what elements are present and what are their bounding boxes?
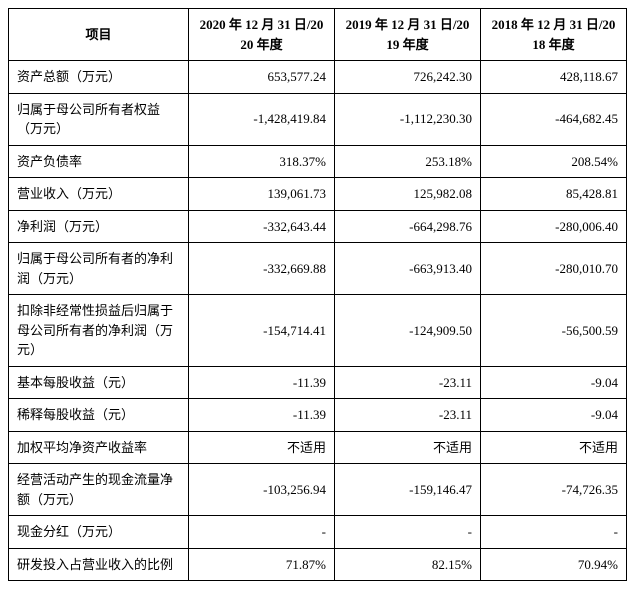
row-value: -280,006.40	[481, 210, 627, 243]
row-value: -1,428,419.84	[189, 93, 335, 145]
row-value: -280,010.70	[481, 243, 627, 295]
row-value: -	[481, 516, 627, 549]
table-row: 基本每股收益（元）-11.39-23.11-9.04	[9, 366, 627, 399]
table-row: 研发投入占营业收入的比例71.87%82.15%70.94%	[9, 548, 627, 581]
table-row: 资产总额（万元）653,577.24726,242.30428,118.67	[9, 61, 627, 94]
row-value: -332,669.88	[189, 243, 335, 295]
table-row: 稀释每股收益（元）-11.39-23.11-9.04	[9, 399, 627, 432]
row-label: 经营活动产生的现金流量净额（万元）	[9, 464, 189, 516]
row-label: 归属于母公司所有者权益（万元）	[9, 93, 189, 145]
row-value: -1,112,230.30	[335, 93, 481, 145]
row-value: -103,256.94	[189, 464, 335, 516]
row-value: -9.04	[481, 366, 627, 399]
row-value: -11.39	[189, 366, 335, 399]
col-header-2018: 2018 年 12 月 31 日/2018 年度	[481, 9, 627, 61]
row-label: 资产负债率	[9, 145, 189, 178]
row-value: -159,146.47	[335, 464, 481, 516]
row-value: 726,242.30	[335, 61, 481, 94]
col-header-2019: 2019 年 12 月 31 日/2019 年度	[335, 9, 481, 61]
row-value: 139,061.73	[189, 178, 335, 211]
row-value: -56,500.59	[481, 295, 627, 367]
row-label: 扣除非经常性损益后归属于母公司所有者的净利润（万元）	[9, 295, 189, 367]
row-value: -	[189, 516, 335, 549]
row-value: -664,298.76	[335, 210, 481, 243]
row-label: 资产总额（万元）	[9, 61, 189, 94]
row-value: 不适用	[481, 431, 627, 464]
row-value: 208.54%	[481, 145, 627, 178]
row-value: -464,682.45	[481, 93, 627, 145]
row-value: -	[335, 516, 481, 549]
row-value: -23.11	[335, 366, 481, 399]
row-value: 318.37%	[189, 145, 335, 178]
table-row: 经营活动产生的现金流量净额（万元）-103,256.94-159,146.47-…	[9, 464, 627, 516]
row-value: 82.15%	[335, 548, 481, 581]
table-row: 加权平均净资产收益率不适用不适用不适用	[9, 431, 627, 464]
row-value: 428,118.67	[481, 61, 627, 94]
row-value: -23.11	[335, 399, 481, 432]
col-header-item: 项目	[9, 9, 189, 61]
table-row: 扣除非经常性损益后归属于母公司所有者的净利润（万元）-154,714.41-12…	[9, 295, 627, 367]
row-value: 不适用	[335, 431, 481, 464]
financial-table: 项目 2020 年 12 月 31 日/2020 年度 2019 年 12 月 …	[8, 8, 627, 581]
row-label: 净利润（万元）	[9, 210, 189, 243]
row-label: 现金分红（万元）	[9, 516, 189, 549]
row-value: -74,726.35	[481, 464, 627, 516]
table-row: 营业收入（万元）139,061.73125,982.0885,428.81	[9, 178, 627, 211]
row-label: 基本每股收益（元）	[9, 366, 189, 399]
row-label: 加权平均净资产收益率	[9, 431, 189, 464]
row-value: 70.94%	[481, 548, 627, 581]
table-header-row: 项目 2020 年 12 月 31 日/2020 年度 2019 年 12 月 …	[9, 9, 627, 61]
row-value: 85,428.81	[481, 178, 627, 211]
table-row: 归属于母公司所有者的净利润（万元）-332,669.88-663,913.40-…	[9, 243, 627, 295]
row-value: 125,982.08	[335, 178, 481, 211]
row-label: 稀释每股收益（元）	[9, 399, 189, 432]
table-row: 现金分红（万元）---	[9, 516, 627, 549]
row-value: -9.04	[481, 399, 627, 432]
row-value: -11.39	[189, 399, 335, 432]
row-label: 营业收入（万元）	[9, 178, 189, 211]
row-value: -154,714.41	[189, 295, 335, 367]
row-value: 不适用	[189, 431, 335, 464]
col-header-2020: 2020 年 12 月 31 日/2020 年度	[189, 9, 335, 61]
row-value: -332,643.44	[189, 210, 335, 243]
row-label: 研发投入占营业收入的比例	[9, 548, 189, 581]
row-value: 653,577.24	[189, 61, 335, 94]
table-row: 资产负债率318.37%253.18%208.54%	[9, 145, 627, 178]
table-row: 归属于母公司所有者权益（万元）-1,428,419.84-1,112,230.3…	[9, 93, 627, 145]
row-label: 归属于母公司所有者的净利润（万元）	[9, 243, 189, 295]
row-value: 253.18%	[335, 145, 481, 178]
row-value: 71.87%	[189, 548, 335, 581]
row-value: -663,913.40	[335, 243, 481, 295]
table-row: 净利润（万元）-332,643.44-664,298.76-280,006.40	[9, 210, 627, 243]
row-value: -124,909.50	[335, 295, 481, 367]
